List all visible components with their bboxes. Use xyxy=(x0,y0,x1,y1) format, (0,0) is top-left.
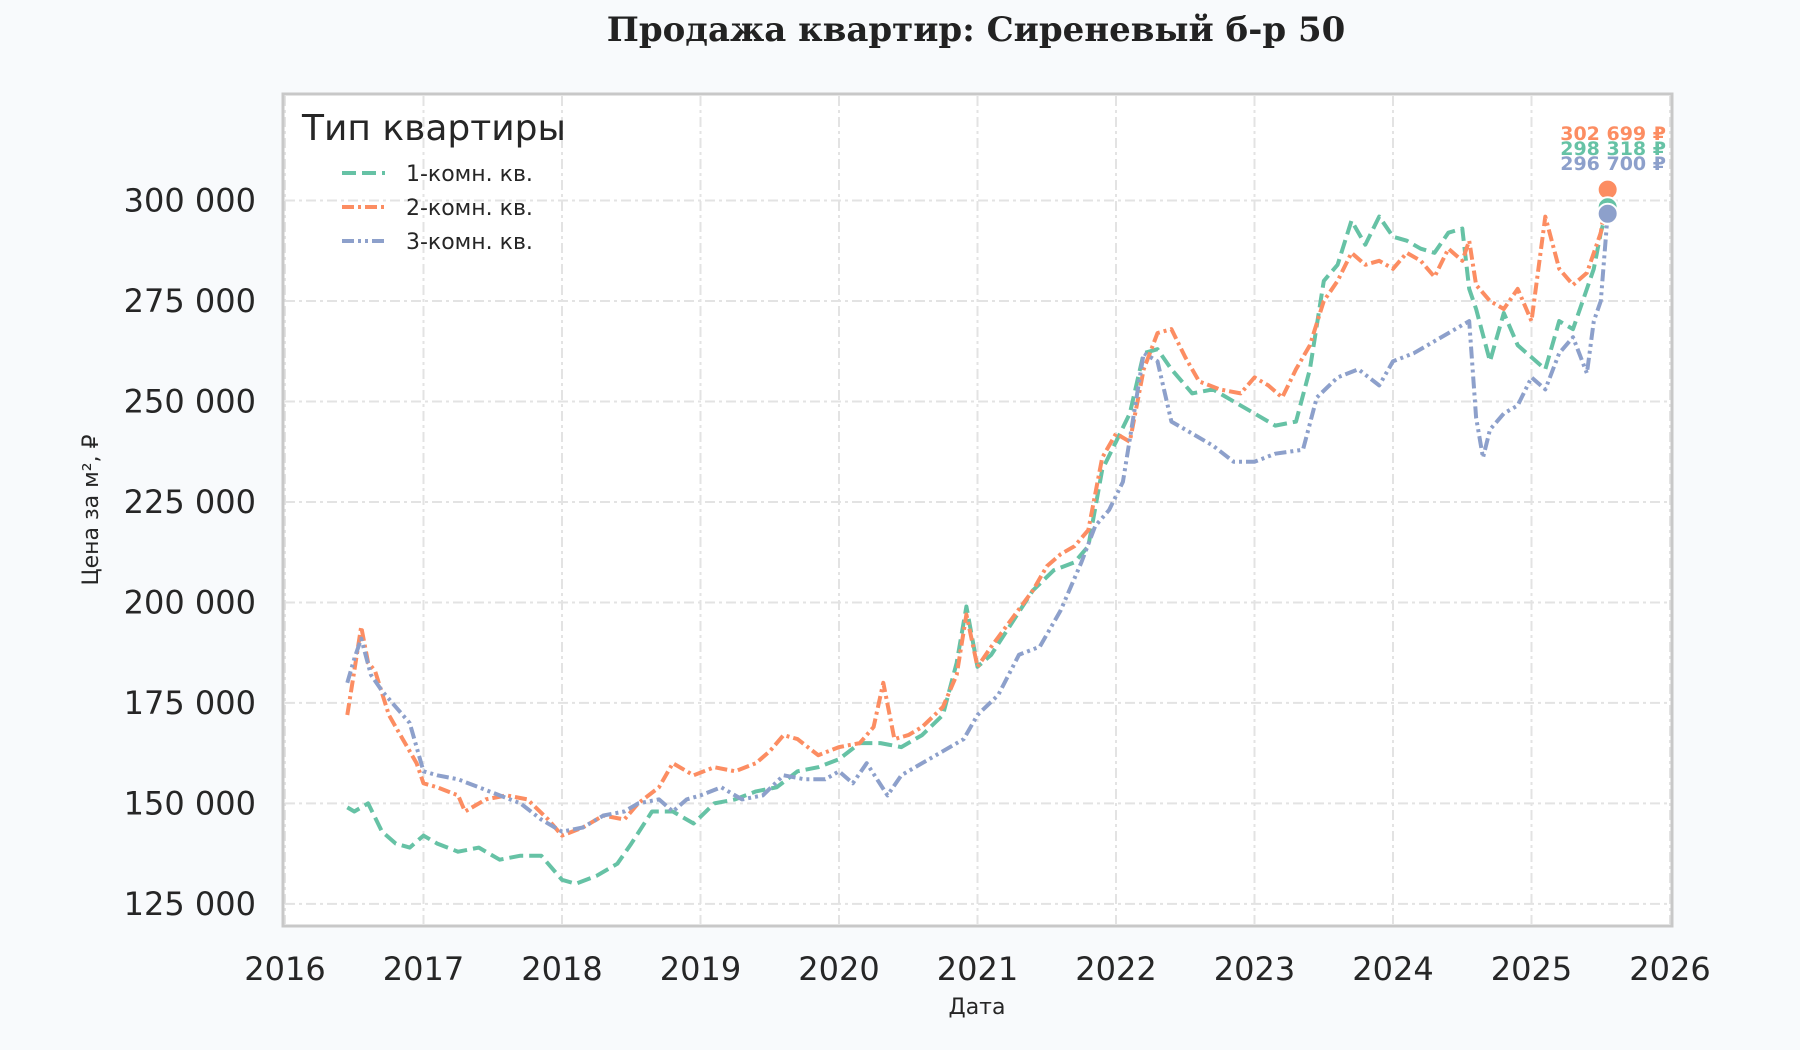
y-tick-label: 200 000 xyxy=(124,583,256,621)
series-line-3-room xyxy=(345,213,1610,834)
end-value-label: 296 700 ₽ xyxy=(1560,153,1666,175)
x-tick-label: 2020 xyxy=(798,950,879,988)
x-axis-ticks: 2016 2017 2018 2019 2020 2021 2022 2023 2024 2025… xyxy=(244,950,1710,988)
x-tick-label: 2021 xyxy=(937,950,1018,988)
x-tick-label: 2018 xyxy=(521,950,602,988)
series-lines xyxy=(345,189,1610,886)
x-tick-label: 2023 xyxy=(1214,950,1295,988)
x-tick-label: 2016 xyxy=(244,950,325,988)
y-tick-label: 250 000 xyxy=(124,382,256,420)
x-axis-label: Дата xyxy=(949,995,1006,1020)
x-tick-label: 2025 xyxy=(1491,950,1572,988)
x-tick-label: 2022 xyxy=(1075,950,1156,988)
y-tick-label: 125 000 xyxy=(124,885,256,923)
legend-entry-label: 3-комн. кв. xyxy=(406,230,533,255)
end-value-label: 302 699 ₽ xyxy=(1560,123,1666,145)
annotations: 302 699 ₽298 318 ₽296 700 ₽ xyxy=(1560,123,1666,225)
series-line-1-room xyxy=(346,206,1610,886)
series-line-2-room xyxy=(345,189,1610,838)
legend-title: Тип квартиры xyxy=(301,108,566,149)
y-tick-label: 225 000 xyxy=(124,483,256,521)
y-tick-label: 275 000 xyxy=(124,282,256,320)
y-tick-label: 300 000 xyxy=(124,182,256,220)
legend: Тип квартиры 1-комн. кв. 2-комн. кв. 3-ком… xyxy=(301,108,566,255)
legend-entry-label: 2-комн. кв. xyxy=(406,196,533,221)
y-tick-label: 150 000 xyxy=(124,784,256,822)
y-tick-label: 175 000 xyxy=(124,684,256,722)
plot-frame xyxy=(281,92,1674,928)
x-tick-label: 2026 xyxy=(1629,950,1710,988)
x-tick-label: 2024 xyxy=(1352,950,1433,988)
y-axis-ticks: 125 000 150 000 175 000 200 000 225 000 250 0… xyxy=(124,182,256,923)
end-point-marker xyxy=(1596,202,1619,225)
grid xyxy=(284,96,1671,924)
x-tick-label: 2017 xyxy=(383,950,464,988)
chart-title: Продажа квартир: Сиреневый б-р 50 xyxy=(607,10,1346,50)
legend-entry-label: 1-комн. кв. xyxy=(406,162,533,187)
x-tick-label: 2019 xyxy=(660,950,741,988)
end-value-label: 298 318 ₽ xyxy=(1560,138,1666,160)
y-axis-label: Цена за м², ₽ xyxy=(79,434,104,585)
